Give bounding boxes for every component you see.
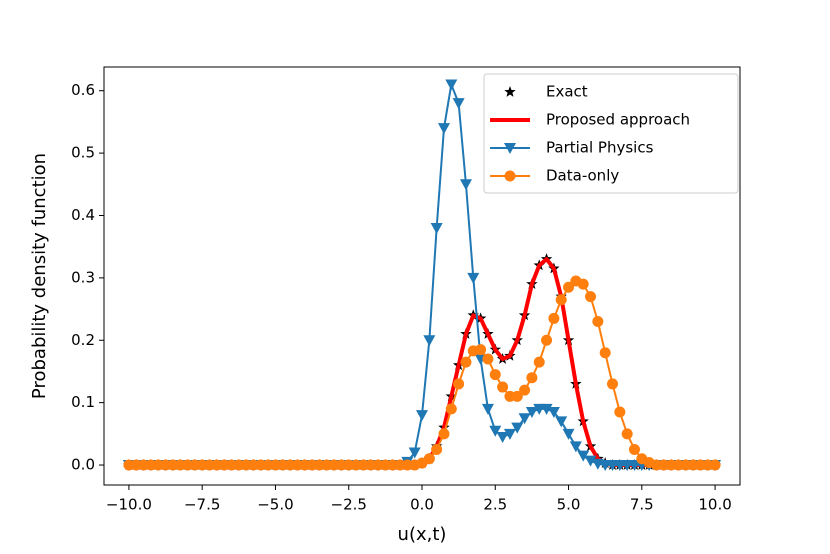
circle-marker (511, 390, 523, 402)
y-tick-label: 0.6 (71, 81, 95, 99)
circle-marker (614, 406, 626, 418)
triangle-marker (569, 441, 582, 453)
legend-marker (504, 143, 516, 154)
x-tick-label: −7.5 (184, 496, 220, 514)
triangle-marker (459, 179, 472, 191)
triangle-marker (511, 422, 524, 434)
x-axis-label: u(x,t) (398, 524, 447, 545)
triangle-marker (423, 335, 436, 347)
circle-marker (592, 316, 604, 328)
y-tick-label: 0.0 (71, 456, 95, 474)
x-tick-label: 0.0 (410, 496, 434, 514)
plot-area (122, 79, 722, 472)
triangle-marker (496, 431, 509, 443)
circle-marker (423, 453, 435, 465)
x-tick-label: −2.5 (331, 496, 367, 514)
x-tick-label: 2.5 (483, 496, 507, 514)
y-tick-label: 0.5 (71, 144, 95, 162)
y-tick-label: 0.2 (71, 331, 95, 349)
x-tick-label: 5.0 (557, 496, 581, 514)
circle-marker (453, 378, 465, 390)
circle-marker (497, 381, 509, 393)
triangle-marker (430, 222, 443, 234)
legend-label: Data-only (546, 167, 619, 185)
triangle-marker (416, 410, 428, 422)
circle-marker (445, 403, 457, 415)
circle-marker (475, 344, 487, 356)
x-tick-label: −10.0 (106, 496, 152, 514)
legend-label: Partial Physics (546, 139, 654, 157)
x-tick-label: 10.0 (698, 496, 731, 514)
triangle-marker (577, 450, 590, 462)
circle-marker (555, 294, 567, 306)
x-tick-label: −5.0 (257, 496, 293, 514)
triangle-marker (540, 403, 553, 415)
triangle-marker (584, 455, 597, 467)
y-tick-label: 0.3 (71, 268, 95, 286)
circle-marker (599, 347, 611, 359)
triangle-marker (445, 79, 458, 91)
circle-marker (460, 356, 472, 368)
triangle-marker (555, 416, 568, 428)
circle-marker (526, 372, 538, 384)
triangle-marker (562, 428, 575, 440)
legend-marker (504, 170, 516, 182)
circle-marker (519, 384, 531, 396)
x-tick-label: 7.5 (630, 496, 654, 514)
legend-box (483, 73, 739, 194)
circle-marker (563, 281, 575, 293)
circle-marker (607, 378, 619, 390)
circle-marker (438, 428, 450, 440)
triangle-marker (503, 428, 516, 440)
legend-label: Proposed approach (546, 111, 690, 129)
circle-marker (628, 443, 640, 455)
triangle-marker (489, 425, 502, 437)
circle-marker (548, 312, 560, 324)
circle-marker (709, 459, 721, 471)
y-tick-label: 0.1 (71, 393, 95, 411)
triangle-marker (481, 403, 494, 415)
triangle-marker (525, 407, 538, 419)
circle-marker (577, 278, 589, 290)
circle-marker (585, 291, 597, 303)
triangle-marker (547, 407, 560, 419)
triangle-marker (518, 413, 531, 425)
triangle-marker (467, 272, 480, 284)
legend-label: Exact (546, 83, 588, 101)
triangle-marker (408, 447, 421, 459)
circle-marker (541, 334, 553, 346)
y-tick-label: 0.4 (71, 206, 95, 224)
triangle-marker (437, 123, 450, 135)
circle-marker (482, 353, 494, 365)
legend-marker (504, 86, 516, 97)
circle-marker (621, 428, 633, 440)
circle-marker (489, 369, 501, 381)
circle-marker (533, 356, 545, 368)
triangle-marker (452, 98, 465, 110)
y-axis-label: Probability density function (29, 153, 50, 399)
circle-marker (431, 443, 443, 455)
